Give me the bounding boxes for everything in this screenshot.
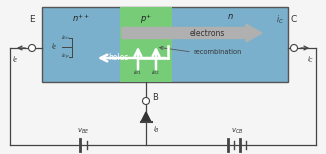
Text: B: B (152, 93, 158, 101)
Text: $i_{B2}$: $i_{B2}$ (152, 68, 160, 77)
Text: $v_{BE}$: $v_{BE}$ (77, 127, 89, 136)
Text: $v_{CB}$: $v_{CB}$ (231, 127, 243, 136)
Circle shape (290, 45, 298, 51)
Bar (120, 7, 172, 82)
Polygon shape (141, 112, 151, 122)
Text: $p^{+}$: $p^{+}$ (140, 12, 152, 26)
Text: holes: holes (108, 53, 128, 61)
Text: $i_B$: $i_B$ (153, 125, 160, 135)
Text: $n^{++}$: $n^{++}$ (72, 12, 90, 24)
Text: $i_{B1}$: $i_{B1}$ (133, 68, 142, 77)
Text: $i_E$: $i_E$ (51, 42, 58, 52)
Text: electrons: electrons (189, 28, 225, 38)
Text: C: C (291, 14, 297, 24)
Text: E: E (29, 14, 35, 24)
Circle shape (28, 45, 36, 51)
FancyArrow shape (122, 24, 262, 42)
Text: $i_{En}$: $i_{En}$ (61, 34, 70, 43)
Text: $i_C$: $i_C$ (276, 14, 284, 26)
Text: $i_C$: $i_C$ (307, 55, 314, 65)
Text: $i_E$: $i_E$ (12, 55, 19, 65)
Circle shape (142, 97, 150, 105)
Text: $i_{Ep}$: $i_{Ep}$ (61, 52, 70, 62)
Text: recombination: recombination (193, 49, 241, 55)
Bar (42, 7, 288, 82)
Text: $n$: $n$ (227, 12, 233, 21)
